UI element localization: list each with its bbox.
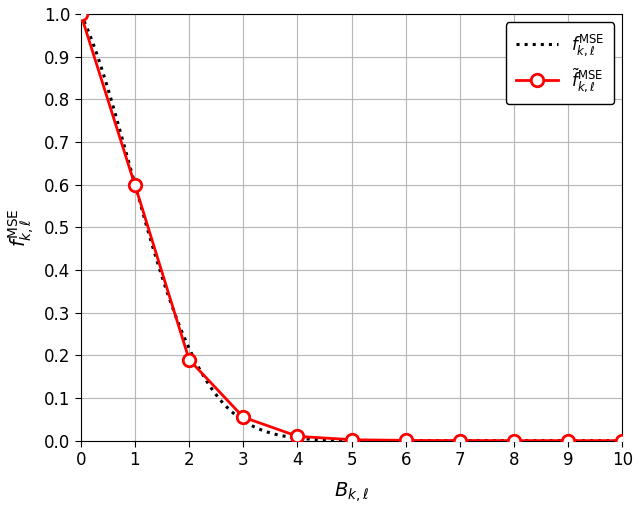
X-axis label: $B_{k,\ell}$: $B_{k,\ell}$ <box>334 480 369 504</box>
Legend: $f_{k,\ell}^{\mathrm{MSE}}$, $\tilde{f}_{k,\ell}^{\mathrm{MSE}}$: $f_{k,\ell}^{\mathrm{MSE}}$, $\tilde{f}_… <box>506 22 614 104</box>
Y-axis label: $f_{k,\ell}^{\mathrm{MSE}}$: $f_{k,\ell}^{\mathrm{MSE}}$ <box>7 208 37 246</box>
